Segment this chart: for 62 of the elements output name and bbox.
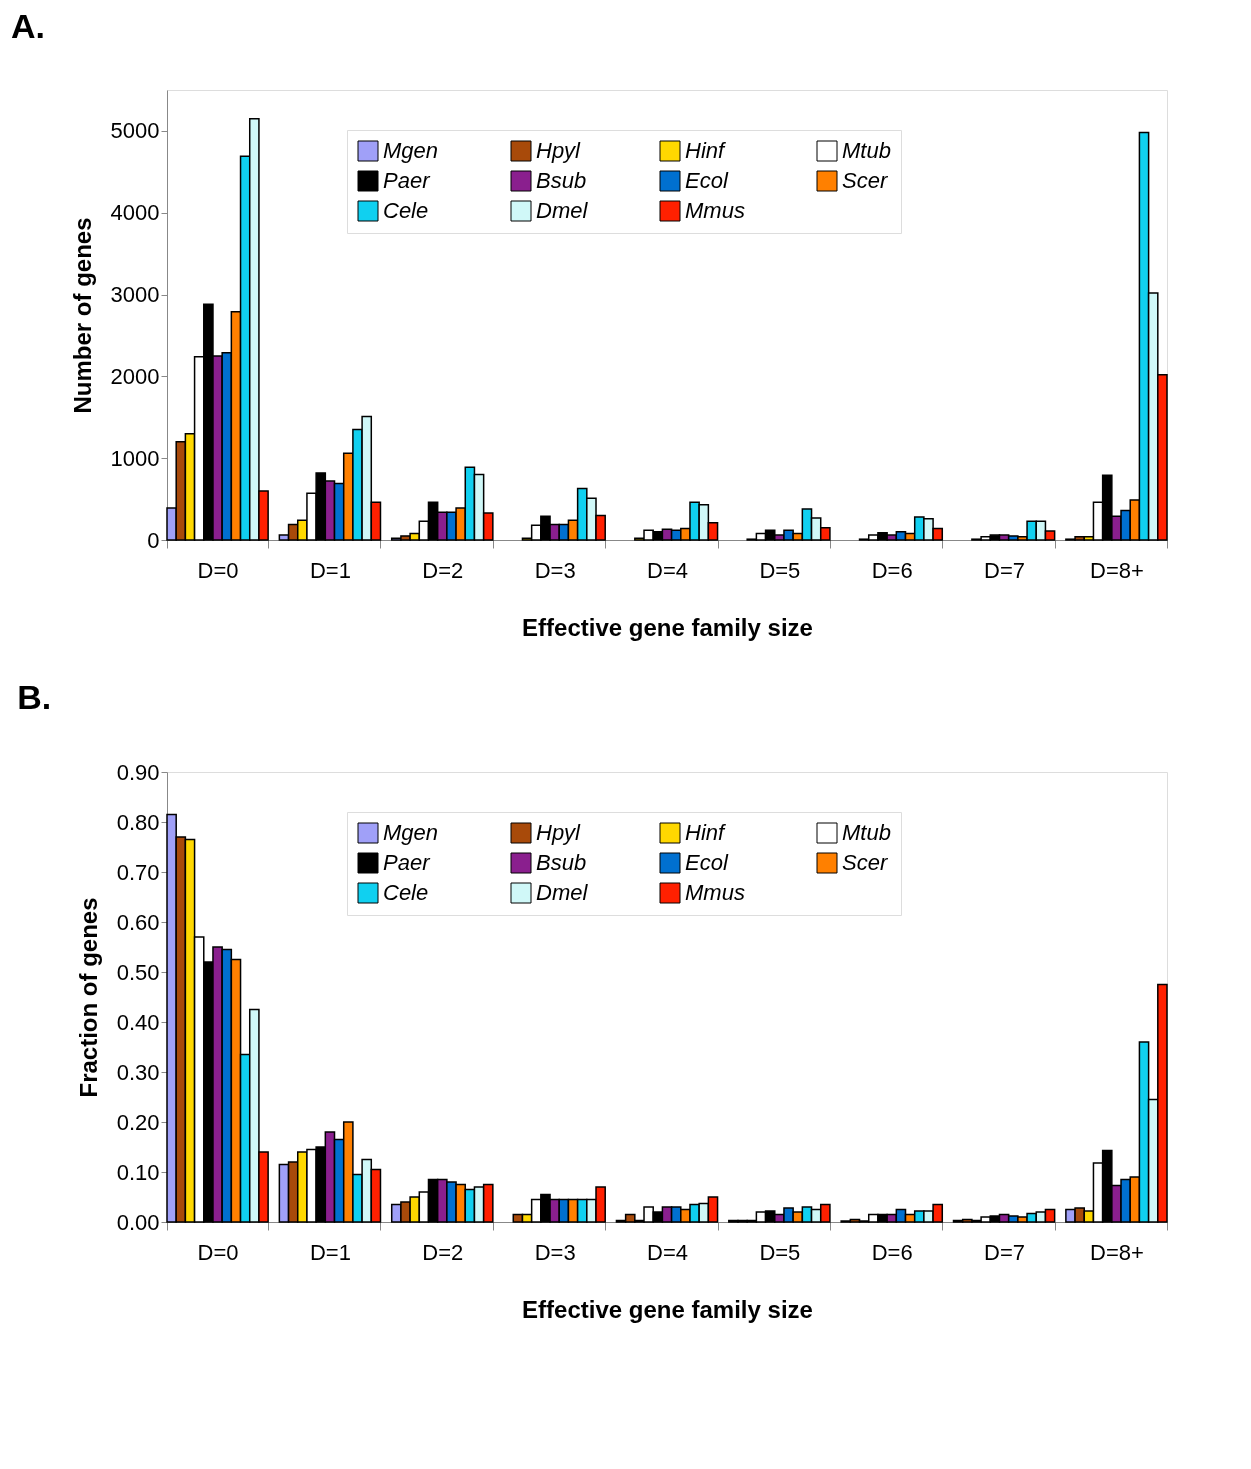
x-tick-label: D=5: [759, 1239, 801, 1265]
legend-label: Ecol: [685, 168, 729, 193]
y-tick-label: 0.10: [116, 1159, 160, 1185]
legend-label: Mmus: [685, 198, 745, 223]
x-tick-label: D=0: [197, 557, 239, 583]
legend-label: Dmel: [536, 880, 589, 905]
legend-label: Cele: [383, 198, 429, 223]
x-tick-label: D=4: [647, 557, 688, 583]
x-axis-title: Effective gene family size: [522, 613, 813, 641]
legend-label: Hpyl: [536, 820, 582, 845]
legend-label: Hinf: [685, 820, 728, 845]
x-tick-label: D=7: [984, 1239, 1026, 1265]
legend-label: Mmus: [685, 880, 745, 905]
y-tick-label: 3000: [110, 282, 160, 308]
x-tick-label: D=1: [309, 1239, 351, 1265]
chart-title: B.: [17, 678, 52, 716]
y-tick-label: 0.40: [116, 1009, 160, 1035]
x-axis-title: Effective gene family size: [522, 1295, 813, 1323]
x-tick-label: D=0: [197, 1239, 239, 1265]
y-tick-label: 1000: [110, 445, 160, 471]
y-axis-title: Fraction of genes: [74, 897, 102, 1098]
legend-label: Scer: [842, 850, 889, 875]
legend-label: Mtub: [842, 820, 891, 845]
y-tick-label: 0: [147, 527, 160, 553]
y-tick-label: 0.70: [116, 859, 160, 885]
y-tick-label: 0.20: [116, 1109, 160, 1135]
x-tick-label: D=2: [422, 557, 464, 583]
y-tick-label: 5000: [110, 118, 160, 144]
legend-label: Mgen: [383, 820, 439, 845]
legend-label: Hpyl: [536, 138, 582, 163]
x-tick-label: D=3: [534, 557, 576, 583]
y-tick-label: 0.80: [116, 809, 160, 835]
x-tick-label: D=7: [984, 557, 1026, 583]
x-tick-label: D=3: [534, 1239, 576, 1265]
legend-label: Ecol: [685, 850, 729, 875]
y-tick-label: 0.50: [116, 959, 160, 985]
legend-label: Mtub: [842, 138, 891, 163]
legend-label: Paer: [383, 168, 432, 193]
y-tick-label: 0.60: [116, 909, 160, 935]
x-tick-label: D=2: [422, 1239, 464, 1265]
legend-label: Bsub: [536, 168, 587, 193]
y-tick-label: 4000: [110, 200, 160, 226]
chart-title: A.: [11, 7, 46, 45]
x-tick-label: D=8+: [1090, 1239, 1144, 1265]
x-tick-label: D=6: [871, 1239, 913, 1265]
legend-label: Hinf: [685, 138, 728, 163]
legend-label: Dmel: [536, 198, 589, 223]
x-tick-label: D=8+: [1090, 557, 1144, 583]
legend-label: Cele: [383, 880, 429, 905]
legend-label: Scer: [842, 168, 889, 193]
x-tick-label: D=6: [871, 557, 913, 583]
x-tick-label: D=1: [309, 557, 351, 583]
y-tick-label: 0.90: [116, 759, 160, 785]
x-tick-label: D=4: [647, 1239, 688, 1265]
legend-label: Paer: [383, 850, 432, 875]
legend-label: Bsub: [536, 850, 587, 875]
y-tick-label: 0.00: [116, 1209, 160, 1235]
y-tick-label: 0.30: [116, 1059, 160, 1085]
y-axis-title: Number of genes: [68, 217, 96, 414]
y-tick-label: 2000: [110, 363, 160, 389]
x-tick-label: D=5: [759, 557, 801, 583]
legend-label: Mgen: [383, 138, 439, 163]
